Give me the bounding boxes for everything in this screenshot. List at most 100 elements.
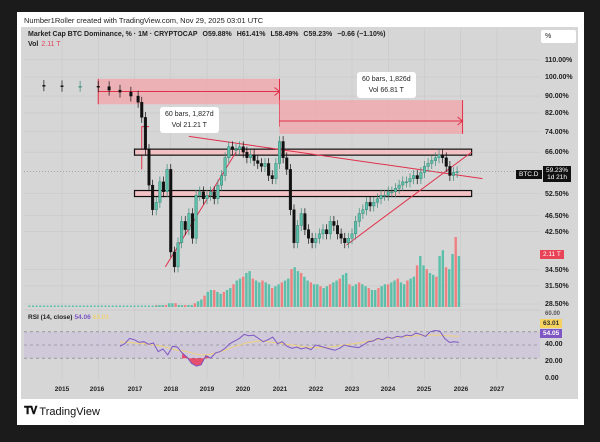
measure-bars-days: 60 bars, 1,826d bbox=[362, 76, 411, 83]
candle-body bbox=[154, 202, 158, 210]
candle-body bbox=[350, 233, 354, 239]
candle-body bbox=[285, 157, 289, 170]
volume-bar bbox=[361, 284, 364, 307]
rsi-oversold-fill bbox=[182, 352, 211, 367]
volume-bar bbox=[270, 288, 274, 307]
candle-body bbox=[317, 233, 321, 239]
measure-annotation-2[interactable]: 60 bars, 1,826d Vol 66.81 T bbox=[357, 72, 416, 98]
candle-body bbox=[310, 238, 314, 243]
candle-body bbox=[401, 181, 405, 186]
x-tick: 2019 bbox=[199, 386, 215, 393]
x-tick: 2016 bbox=[89, 386, 105, 393]
candle-body bbox=[354, 221, 358, 235]
volume-bar bbox=[348, 284, 351, 307]
candle-body bbox=[281, 141, 285, 158]
volume-bar bbox=[235, 280, 238, 307]
volume-bar bbox=[412, 276, 416, 307]
candle-body bbox=[444, 157, 448, 167]
candle-body bbox=[180, 221, 184, 243]
candle-body bbox=[332, 221, 336, 226]
volume-bar bbox=[167, 303, 171, 307]
rsi-line bbox=[119, 329, 460, 367]
candle-body bbox=[423, 166, 427, 173]
measure-annotation-1[interactable]: 60 bars, 1,827d Vol 21.21 T bbox=[160, 107, 219, 133]
candle-body bbox=[107, 86, 111, 91]
volume-bar bbox=[386, 284, 390, 307]
rsi-label[interactable]: RSI (14, close) bbox=[28, 314, 73, 321]
volume-bar bbox=[393, 280, 396, 307]
rsi-legend: RSI (14, close) 54.06 63.01 bbox=[28, 314, 109, 321]
candle-body bbox=[365, 202, 369, 210]
volume-bar bbox=[274, 286, 277, 307]
candle-body bbox=[267, 163, 271, 176]
ohlc-change: −0.66 (−1.10%) bbox=[337, 31, 386, 38]
volume-bar bbox=[374, 289, 377, 307]
x-tick: 2020 bbox=[235, 386, 251, 393]
candle-body bbox=[278, 141, 282, 164]
volume-bar bbox=[126, 305, 129, 307]
candle-body bbox=[118, 89, 122, 93]
volume-label[interactable]: Vol bbox=[28, 41, 39, 48]
candle-body bbox=[397, 184, 401, 189]
x-tick: 2025 bbox=[416, 386, 432, 393]
candle-body bbox=[270, 175, 274, 179]
candle-body bbox=[292, 209, 296, 243]
volume-bar bbox=[303, 276, 306, 307]
volume-bar bbox=[184, 305, 187, 307]
volume-bar bbox=[290, 269, 293, 307]
y-tick: 74.00% bbox=[545, 129, 569, 136]
volume-bar bbox=[46, 305, 49, 307]
candle-body bbox=[151, 184, 155, 210]
x-tick: 2027 bbox=[489, 386, 505, 393]
candle-body bbox=[415, 175, 419, 179]
x-tick: 2018 bbox=[163, 386, 179, 393]
candle-body bbox=[190, 213, 194, 239]
volume-bar bbox=[53, 305, 56, 307]
candle-body bbox=[394, 188, 398, 193]
volume-bar bbox=[438, 255, 441, 307]
candle-body bbox=[408, 178, 412, 183]
candle-body bbox=[216, 184, 220, 199]
volume-bar bbox=[111, 305, 114, 307]
x-tick: 2022 bbox=[308, 386, 324, 393]
volume-bar bbox=[354, 284, 358, 307]
volume-bar bbox=[71, 305, 74, 307]
candle-body bbox=[343, 238, 347, 243]
volume-bar bbox=[35, 305, 38, 307]
candle-body bbox=[321, 229, 325, 235]
volume-bar bbox=[57, 305, 60, 307]
measure-volume: Vol 21.21 T bbox=[171, 122, 207, 129]
volume-bar bbox=[232, 284, 235, 307]
volume-bar bbox=[122, 305, 125, 307]
candle-body bbox=[205, 195, 209, 199]
candle-body bbox=[441, 154, 445, 158]
candle-body bbox=[288, 169, 292, 210]
volume-bar bbox=[448, 269, 451, 307]
volume-bar bbox=[316, 284, 319, 307]
candle-body bbox=[147, 149, 151, 186]
candle-body bbox=[187, 213, 191, 230]
volume-bar bbox=[219, 293, 222, 307]
percent-scale-button[interactable]: % bbox=[541, 30, 576, 43]
volume-bar bbox=[332, 282, 335, 307]
candle-body bbox=[158, 181, 162, 203]
volume-bar bbox=[140, 305, 143, 307]
volume-bar bbox=[431, 274, 435, 307]
bar-countdown: 1d 21h bbox=[547, 174, 567, 181]
volume-bar bbox=[177, 305, 180, 307]
volume-bar bbox=[206, 291, 209, 307]
volume-bar bbox=[241, 276, 245, 307]
volume-bar bbox=[357, 282, 361, 307]
volume-bar bbox=[264, 282, 267, 307]
volume-bar bbox=[148, 305, 150, 307]
volume-bar bbox=[104, 305, 107, 307]
candle-body bbox=[212, 191, 216, 199]
candle-body bbox=[430, 160, 434, 164]
candle-body bbox=[241, 146, 245, 153]
volume-bar bbox=[225, 289, 229, 307]
candle-body bbox=[303, 213, 307, 230]
candle-body bbox=[433, 157, 437, 161]
rsi-value-tag: 54.05 bbox=[540, 329, 563, 338]
symbol-title[interactable]: Market Cap BTC Dominance, % · 1M · CRYPT… bbox=[28, 31, 198, 38]
